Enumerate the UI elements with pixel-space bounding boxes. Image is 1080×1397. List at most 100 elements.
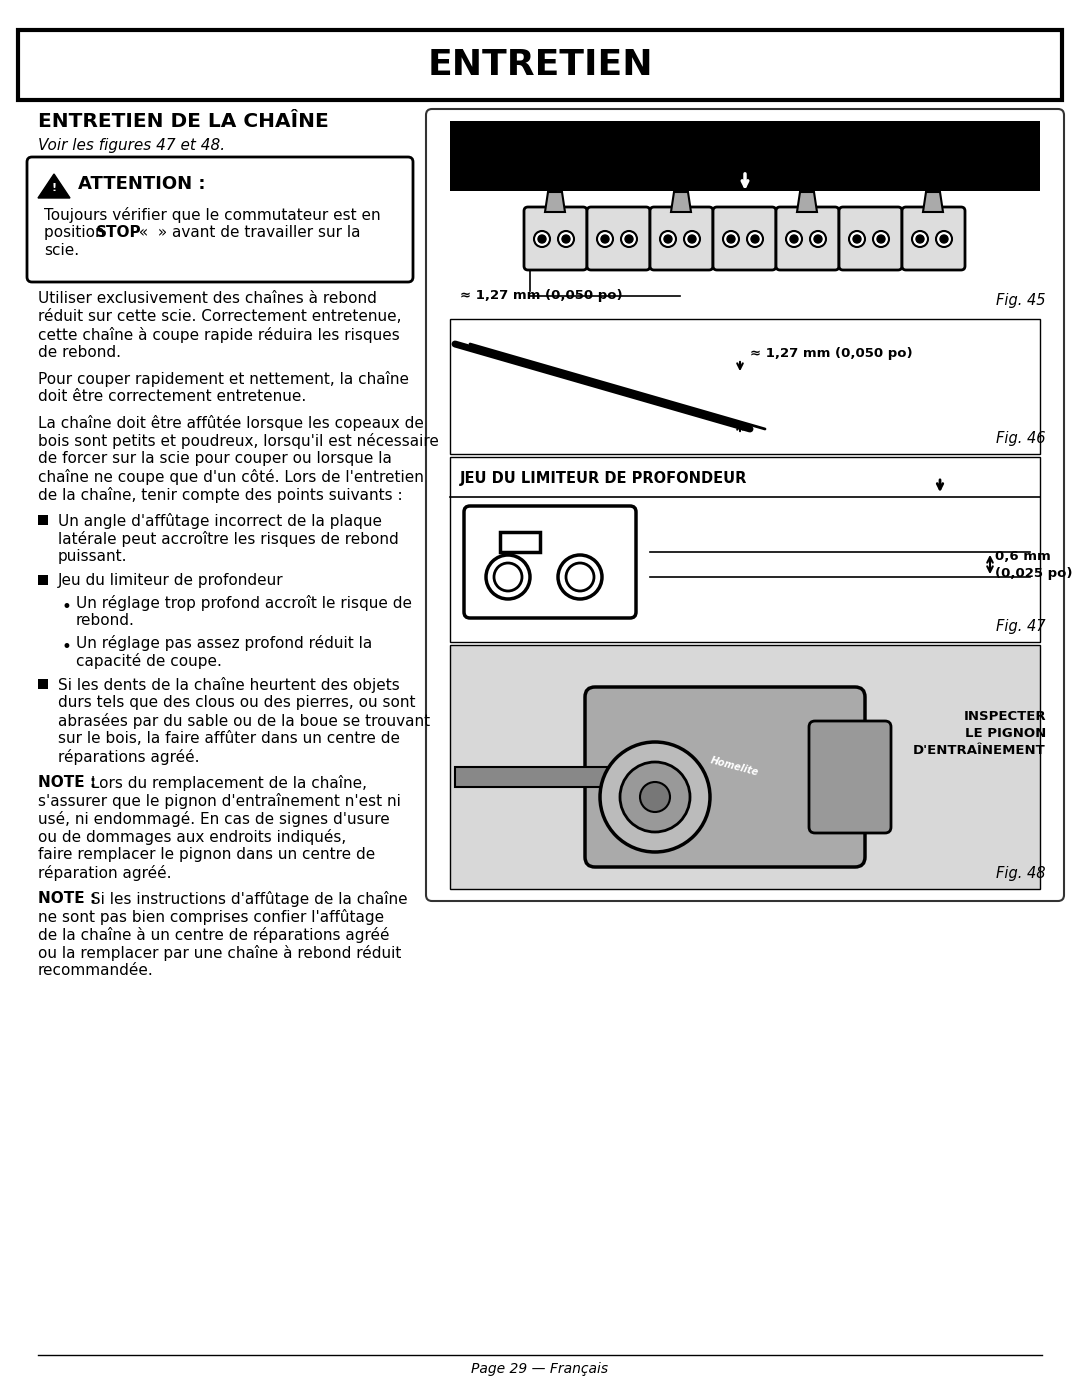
Text: réparation agréé.: réparation agréé. [38, 865, 172, 882]
Text: NOTE :: NOTE : [38, 891, 96, 907]
Text: réparations agréé.: réparations agréé. [58, 749, 200, 766]
Text: ou de dommages aux endroits indiqués,: ou de dommages aux endroits indiqués, [38, 828, 347, 845]
Circle shape [597, 231, 613, 247]
Text: !: ! [52, 183, 56, 193]
Text: Si les instructions d'affûtage de la chaîne: Si les instructions d'affûtage de la cha… [86, 891, 407, 907]
Circle shape [723, 231, 739, 247]
Circle shape [494, 563, 522, 591]
Circle shape [625, 235, 633, 243]
Text: durs tels que des clous ou des pierres, ou sont: durs tels que des clous ou des pierres, … [58, 694, 416, 710]
Circle shape [538, 235, 546, 243]
Text: NOTE :: NOTE : [38, 775, 96, 789]
FancyBboxPatch shape [585, 687, 865, 868]
FancyBboxPatch shape [464, 506, 636, 617]
Bar [455, 767, 660, 787]
Bar [450, 457, 1040, 643]
Bar [450, 319, 1040, 454]
Text: La chaîne doit être affûtée lorsque les copeaux de: La chaîne doit être affûtée lorsque les … [38, 415, 423, 432]
Text: •: • [62, 638, 72, 657]
Text: 0,6 mm
(0,025 po): 0,6 mm (0,025 po) [995, 549, 1072, 580]
Circle shape [621, 231, 637, 247]
Bar [450, 122, 1040, 316]
Text: Fig. 48: Fig. 48 [997, 866, 1047, 882]
Text: recommandée.: recommandée. [38, 963, 153, 978]
Polygon shape [671, 191, 691, 212]
FancyBboxPatch shape [426, 109, 1064, 901]
Text: position: position [44, 225, 109, 240]
Bar [38, 679, 48, 689]
Circle shape [640, 782, 670, 812]
Circle shape [849, 231, 865, 247]
Text: de rebond.: de rebond. [38, 345, 121, 360]
Circle shape [751, 235, 759, 243]
Text: ou la remplacer par une chaîne à rebond réduit: ou la remplacer par une chaîne à rebond … [38, 944, 402, 961]
Circle shape [558, 555, 602, 599]
Text: capacité de coupe.: capacité de coupe. [76, 652, 221, 669]
Text: INSPECTER
LE PIGNON
D'ENTRAÎNEMENT: INSPECTER LE PIGNON D'ENTRAÎNEMENT [914, 710, 1047, 757]
Text: chaîne ne coupe que d'un côté. Lors de l'entretien: chaîne ne coupe que d'un côté. Lors de l… [38, 469, 423, 485]
Text: Un réglage pas assez profond réduit la: Un réglage pas assez profond réduit la [76, 636, 373, 651]
Text: ≈ 1,27 mm (0,050 po): ≈ 1,27 mm (0,050 po) [750, 348, 913, 360]
FancyBboxPatch shape [902, 207, 966, 270]
Text: Toujours vérifier que le commutateur est en: Toujours vérifier que le commutateur est… [44, 207, 380, 224]
Text: Jeu du limiteur de profondeur: Jeu du limiteur de profondeur [58, 573, 284, 588]
Text: puissant.: puissant. [58, 549, 127, 564]
Circle shape [664, 235, 672, 243]
Circle shape [940, 235, 948, 243]
Circle shape [789, 235, 798, 243]
Circle shape [877, 235, 885, 243]
Circle shape [600, 742, 710, 852]
Polygon shape [500, 532, 540, 552]
Circle shape [684, 231, 700, 247]
Text: faire remplacer le pignon dans un centre de: faire remplacer le pignon dans un centre… [38, 847, 375, 862]
Polygon shape [545, 191, 565, 212]
Text: ATTENTION :: ATTENTION : [78, 175, 205, 193]
Text: ENTRETIEN: ENTRETIEN [428, 47, 652, 82]
Text: Page 29 — Français: Page 29 — Français [472, 1362, 608, 1376]
Text: Un réglage trop profond accroît le risque de: Un réglage trop profond accroît le risqu… [76, 595, 411, 610]
FancyBboxPatch shape [524, 207, 588, 270]
Text: Un angle d'affûtage incorrect de la plaque: Un angle d'affûtage incorrect de la plaq… [58, 513, 382, 529]
Text: sur le bois, la faire affûter dans un centre de: sur le bois, la faire affûter dans un ce… [58, 731, 400, 746]
FancyBboxPatch shape [839, 207, 902, 270]
Text: doit être correctement entretenue.: doit être correctement entretenue. [38, 388, 307, 404]
FancyBboxPatch shape [650, 207, 713, 270]
Circle shape [912, 231, 928, 247]
Circle shape [562, 235, 570, 243]
Circle shape [660, 231, 676, 247]
Text: scie.: scie. [44, 243, 79, 258]
Text: usé, ni endommagé. En cas de signes d'usure: usé, ni endommagé. En cas de signes d'us… [38, 812, 390, 827]
FancyBboxPatch shape [777, 207, 839, 270]
Circle shape [566, 563, 594, 591]
Text: bois sont petits et poudreux, lorsqu'il est nécessaire: bois sont petits et poudreux, lorsqu'il … [38, 433, 438, 448]
Circle shape [620, 761, 690, 833]
Text: Si les dents de la chaîne heurtent des objets: Si les dents de la chaîne heurtent des o… [58, 678, 400, 693]
Text: JEU DU LIMITEUR DE PROFONDEUR: JEU DU LIMITEUR DE PROFONDEUR [460, 472, 747, 486]
Circle shape [936, 231, 951, 247]
Text: latérale peut accroître les risques de rebond: latérale peut accroître les risques de r… [58, 531, 399, 548]
Circle shape [814, 235, 822, 243]
Circle shape [558, 231, 573, 247]
Text: de forcer sur la scie pour couper ou lorsque la: de forcer sur la scie pour couper ou lor… [38, 451, 392, 467]
Circle shape [688, 235, 696, 243]
Circle shape [810, 231, 826, 247]
Bar [450, 645, 1040, 888]
Circle shape [486, 555, 530, 599]
Text: Pour couper rapidement et nettement, la chaîne: Pour couper rapidement et nettement, la … [38, 372, 409, 387]
Circle shape [916, 235, 924, 243]
Circle shape [534, 231, 550, 247]
Text: Homelite: Homelite [710, 756, 760, 778]
Circle shape [786, 231, 802, 247]
Text: Fig. 46: Fig. 46 [997, 432, 1047, 446]
Text: Voir les figures 47 et 48.: Voir les figures 47 et 48. [38, 138, 225, 154]
Text: réduit sur cette scie. Correctement entretenue,: réduit sur cette scie. Correctement entr… [38, 309, 402, 324]
Polygon shape [923, 191, 943, 212]
Bar [38, 515, 48, 525]
FancyBboxPatch shape [27, 156, 413, 282]
Text: Fig. 45: Fig. 45 [997, 293, 1047, 307]
Text: ≈ 1,27 mm (0,050 po): ≈ 1,27 mm (0,050 po) [460, 289, 623, 303]
Text: abrasées par du sable ou de la boue se trouvant: abrasées par du sable ou de la boue se t… [58, 712, 430, 729]
Text: Utiliser exclusivement des chaînes à rebond: Utiliser exclusivement des chaînes à reb… [38, 291, 377, 306]
Text: ne sont pas bien comprises confier l'affûtage: ne sont pas bien comprises confier l'aff… [38, 909, 384, 925]
FancyBboxPatch shape [809, 721, 891, 833]
